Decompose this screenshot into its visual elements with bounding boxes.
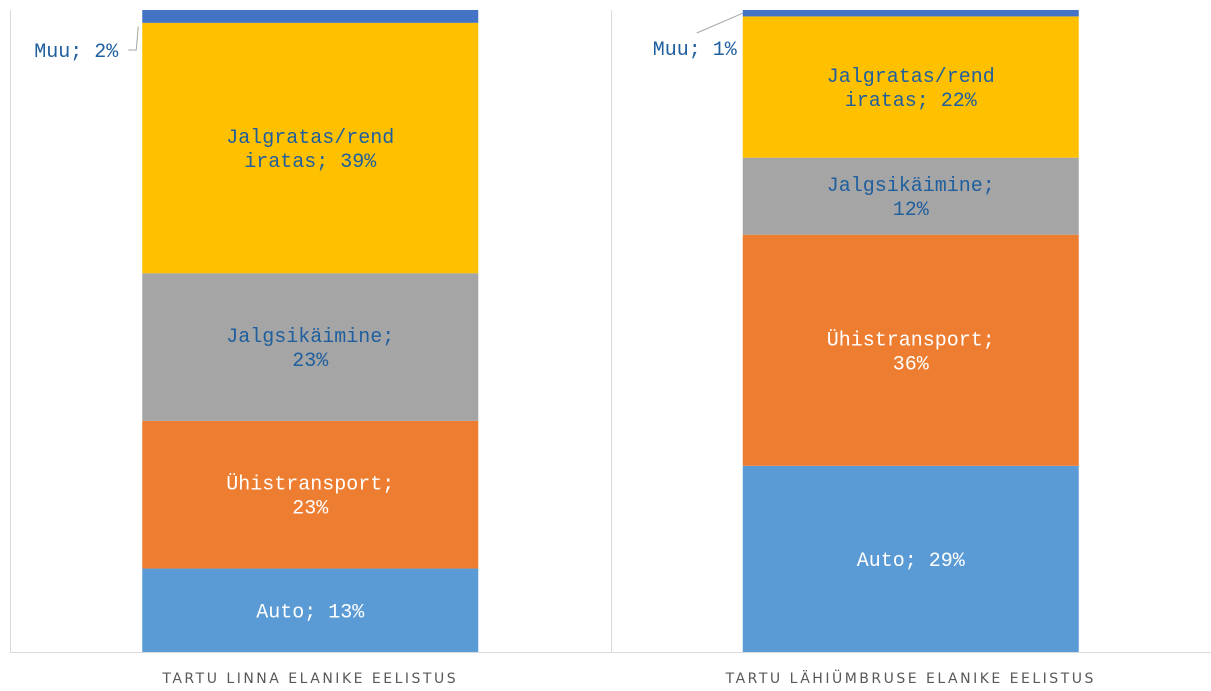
x-tick-label: TARTU LINNA ELANIKE EELISTUS: [161, 671, 458, 687]
bar-segment: [742, 157, 1079, 235]
data-label: Jalgsikäimine; 23%: [226, 326, 394, 373]
x-tick-label: TARTU LÄHIÜMBRUSE ELANIKE EELISTUS: [725, 669, 1096, 687]
data-label: Ühistransport; 23%: [226, 473, 394, 521]
bar-segment: [142, 22, 479, 274]
leader-line: [696, 12, 743, 34]
bar-segment: [142, 273, 479, 421]
data-label: Auto; 29%: [857, 550, 966, 573]
data-label: Muu; 1%: [653, 39, 738, 62]
data-label: Jalgratas/rend iratas; 22%: [827, 66, 995, 113]
data-label: Jalgsikäimine; 12%: [827, 175, 995, 222]
leader-line: [128, 26, 139, 51]
data-label: Jalgratas/rend iratas; 39%: [226, 127, 394, 174]
bar-segment: [742, 465, 1079, 652]
bar-segment: [142, 568, 479, 652]
data-label: Auto; 13%: [256, 601, 365, 624]
bar-segment: [742, 16, 1079, 158]
bar-segment: [742, 10, 1079, 17]
data-label: Ühistransport; 36%: [827, 328, 995, 376]
bar-segment: [142, 420, 479, 569]
data-label: Muu; 2%: [34, 41, 119, 64]
bar-segment: [742, 234, 1079, 466]
bar-segment: [142, 10, 479, 23]
